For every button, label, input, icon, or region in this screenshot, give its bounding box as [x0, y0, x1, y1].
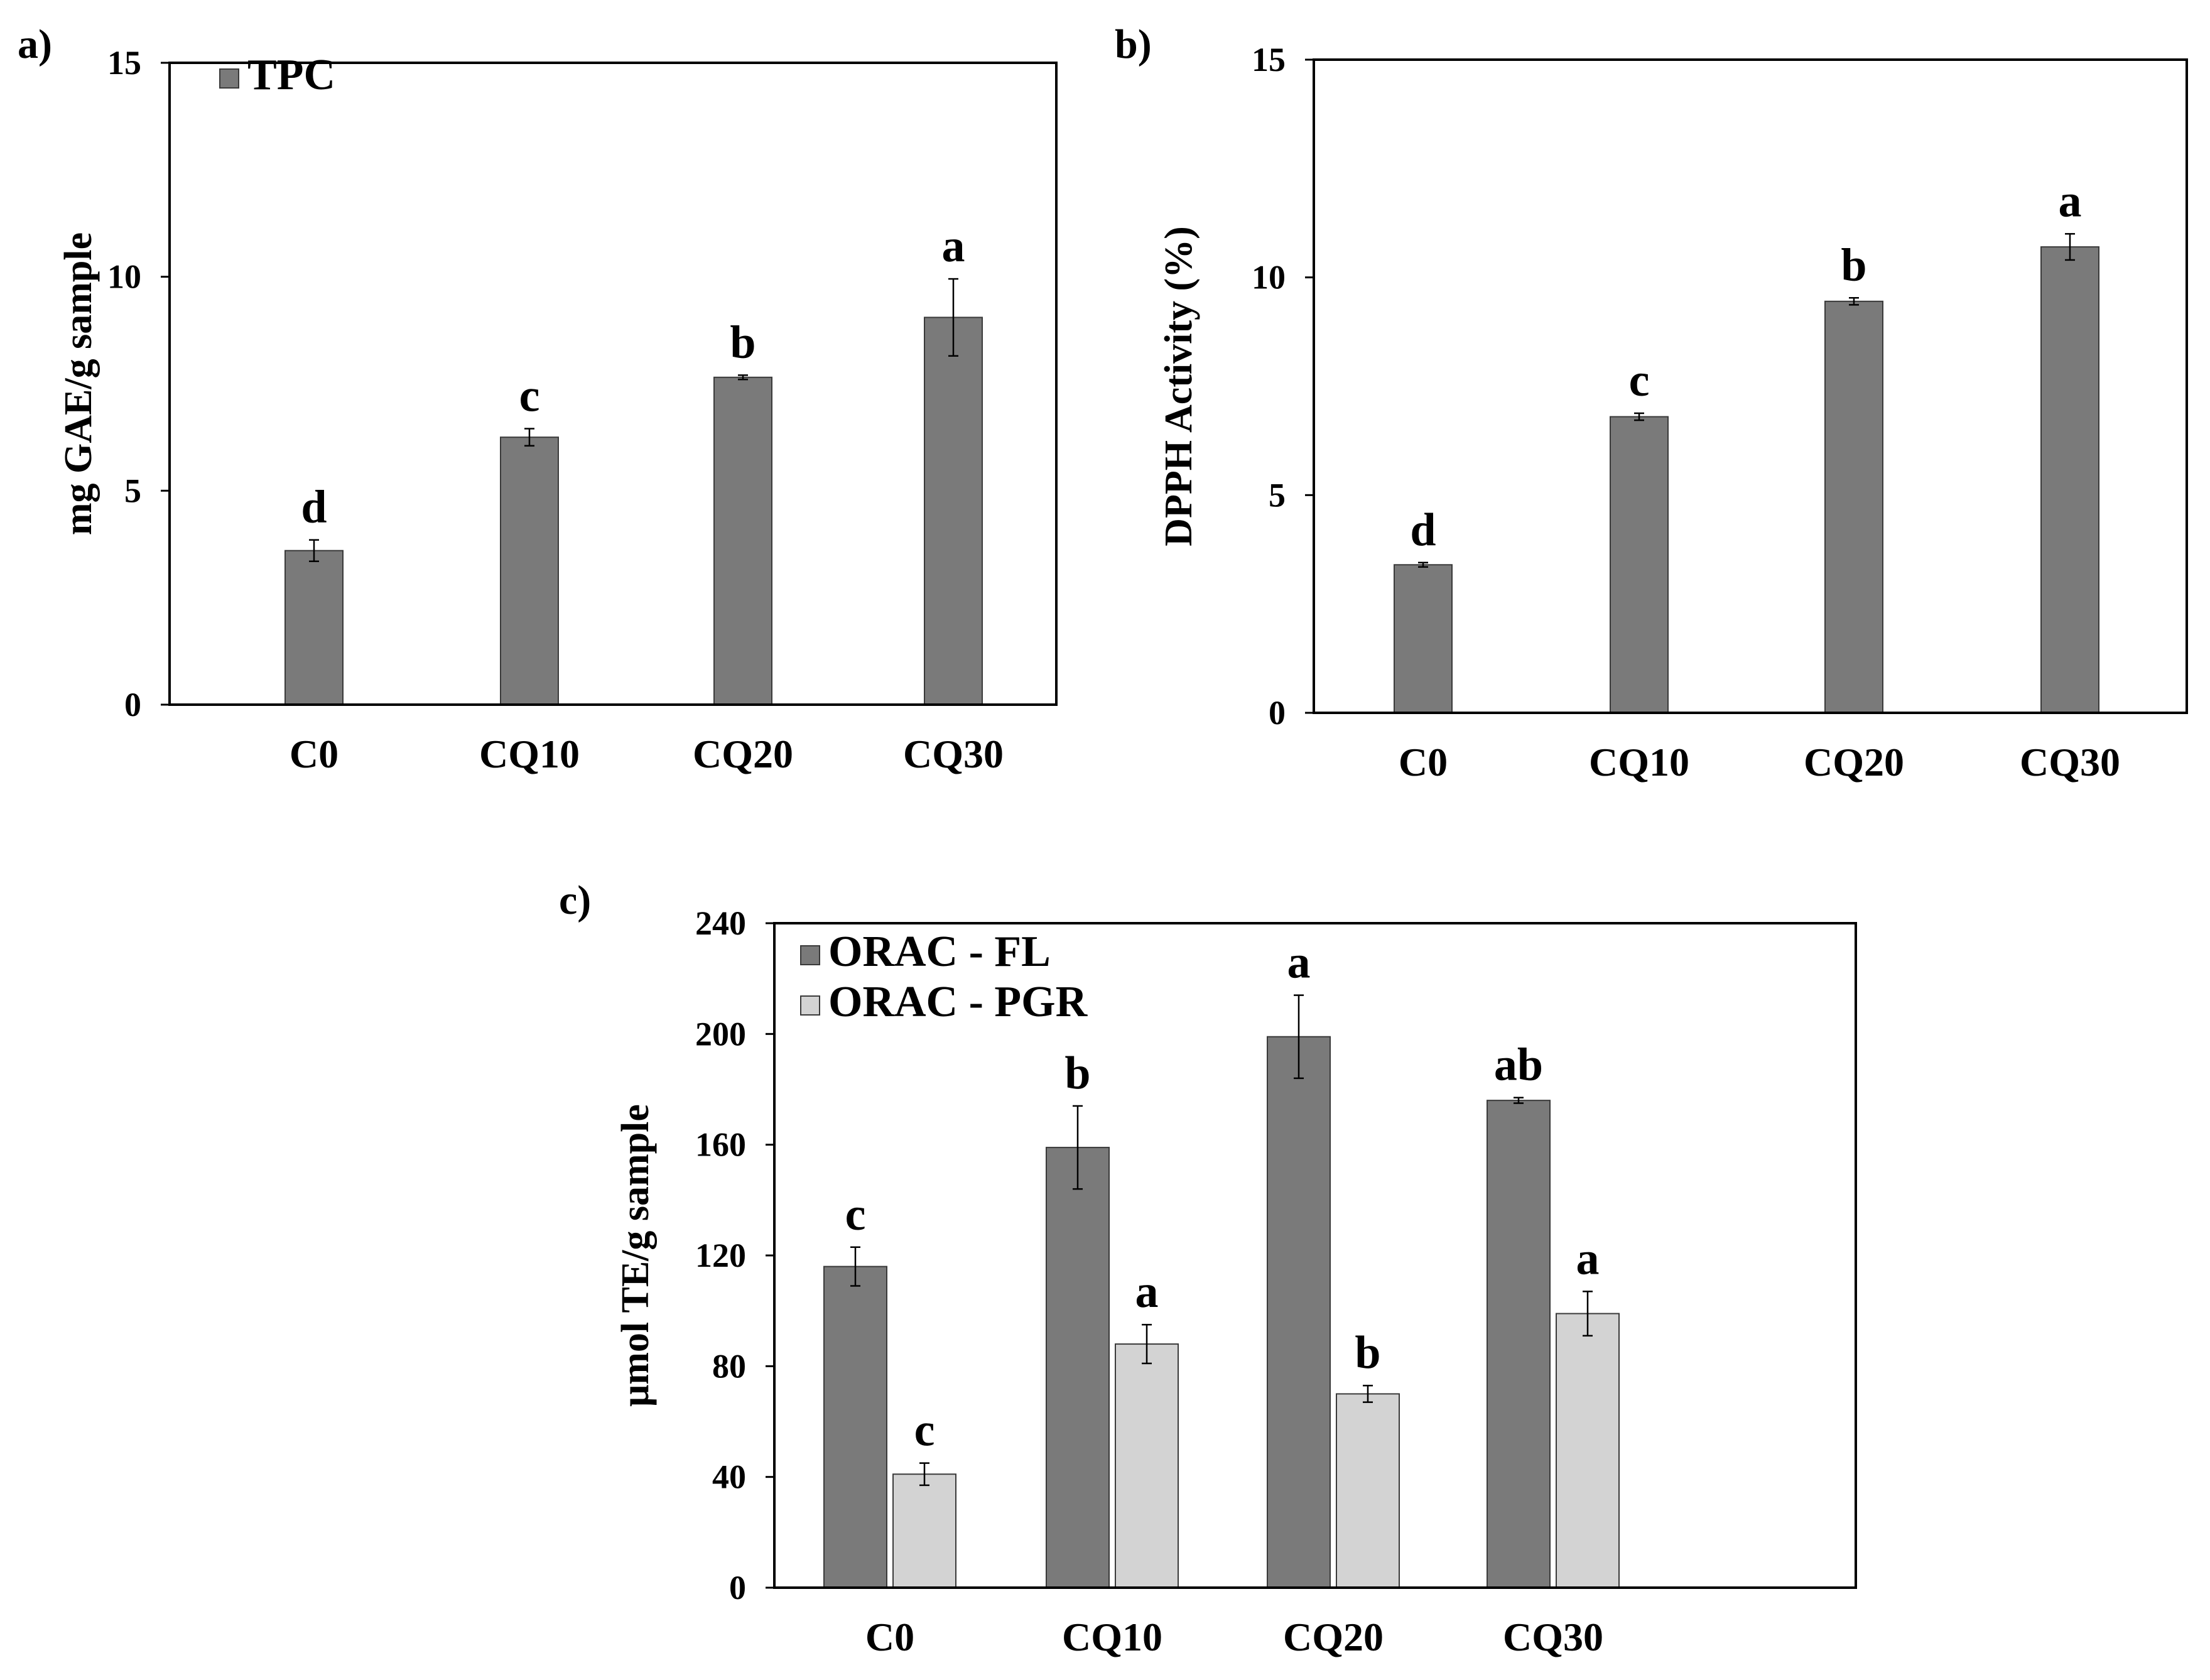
y-tick-label: 0	[124, 686, 141, 723]
significance-letter: a	[2059, 175, 2082, 227]
y-tick-label: 5	[1269, 476, 1286, 514]
y-tick-label: 10	[107, 258, 141, 296]
bar	[892, 1473, 956, 1588]
legend-swatch	[219, 68, 239, 89]
bar	[823, 1265, 887, 1588]
bar	[1115, 1343, 1179, 1588]
chart-panel-b: b) DPPH Activity (%) 0 5 10 15 d c b a C0 CQ10 CQ20 C…	[1115, 21, 2188, 784]
y-tick-label: 15	[1252, 41, 1286, 79]
plot-frame	[1313, 58, 2188, 714]
x-category-label: CQ10	[479, 732, 580, 776]
bar	[1394, 564, 1453, 713]
legend-label: TPC	[247, 51, 335, 99]
significance-letter: b	[1355, 1327, 1380, 1379]
y-tick-label: 120	[695, 1237, 746, 1274]
x-category-label: CQ30	[1503, 1615, 1603, 1659]
bar	[1610, 416, 1669, 713]
significance-letter: c	[914, 1405, 935, 1456]
x-category-label: CQ20	[1283, 1615, 1384, 1659]
y-tick-label: 10	[1252, 259, 1286, 296]
bar	[1556, 1313, 1620, 1588]
bar	[1824, 300, 1883, 713]
significance-letter: a	[942, 220, 965, 272]
x-category-label: CQ30	[2020, 740, 2120, 784]
y-tick-label: 160	[695, 1126, 746, 1164]
legend-label: ORAC - FL	[828, 928, 1051, 976]
x-category-label: CQ10	[1062, 1615, 1162, 1659]
bar	[500, 436, 559, 706]
x-category-label: CQ30	[903, 732, 1004, 776]
significance-letter: b	[1841, 239, 1866, 291]
y-axis-title: μmol TE/g sample	[614, 1104, 657, 1407]
bar	[1267, 1036, 1331, 1589]
y-tick-label: 200	[695, 1015, 746, 1053]
bar	[713, 376, 772, 705]
significance-letter: c	[519, 371, 540, 422]
bar	[1487, 1100, 1551, 1588]
x-category-label: CQ20	[1804, 740, 1904, 784]
significance-letter: ab	[1494, 1039, 1543, 1091]
chart-panel-a: a) mg GAE/g sample 0 5 10 15 d c b a C0 CQ10 CQ20 CQ3…	[18, 21, 1058, 776]
panel-label: a)	[18, 21, 52, 67]
legend-swatch	[800, 995, 820, 1016]
significance-letter: c	[1629, 355, 1650, 406]
significance-letter: a	[1135, 1266, 1159, 1318]
x-category-label: C0	[290, 732, 339, 776]
legend-swatch	[800, 945, 820, 965]
bar	[924, 317, 983, 706]
y-tick-label: 0	[1269, 694, 1286, 732]
panel-label: c)	[559, 877, 591, 923]
y-tick-label: 80	[712, 1347, 746, 1385]
bar	[284, 550, 344, 705]
bar	[1046, 1147, 1110, 1588]
y-tick-label: 15	[107, 44, 141, 82]
significance-letter: d	[1410, 504, 1436, 556]
x-category-label: CQ20	[693, 732, 793, 776]
plot-frame	[168, 62, 1058, 706]
y-tick-label: 5	[124, 472, 141, 509]
significance-letter: c	[845, 1189, 866, 1240]
y-axis-title: DPPH Activity (%)	[1157, 226, 1200, 546]
y-tick-label: 0	[729, 1569, 746, 1607]
y-axis-title: mg GAE/g sample	[57, 232, 100, 535]
chart-panel-c: c)μmol TE/g sample04080120160200240cbaab…	[559, 877, 1857, 1659]
significance-letter: b	[730, 317, 756, 368]
bar	[1336, 1393, 1400, 1589]
significance-letter: a	[1287, 937, 1311, 989]
bar	[2040, 246, 2099, 713]
x-category-label: C0	[865, 1615, 914, 1659]
panel-label: b)	[1115, 21, 1152, 67]
x-category-label: C0	[1399, 740, 1448, 784]
y-tick-label: 40	[712, 1458, 746, 1496]
significance-letter: b	[1064, 1048, 1090, 1099]
x-category-label: CQ10	[1589, 740, 1689, 784]
y-tick-label: 240	[695, 904, 746, 942]
significance-letter: a	[1576, 1233, 1600, 1284]
significance-letter: d	[301, 482, 327, 533]
legend-label: ORAC - PGR	[828, 978, 1088, 1026]
plot-frame	[773, 922, 1857, 1589]
